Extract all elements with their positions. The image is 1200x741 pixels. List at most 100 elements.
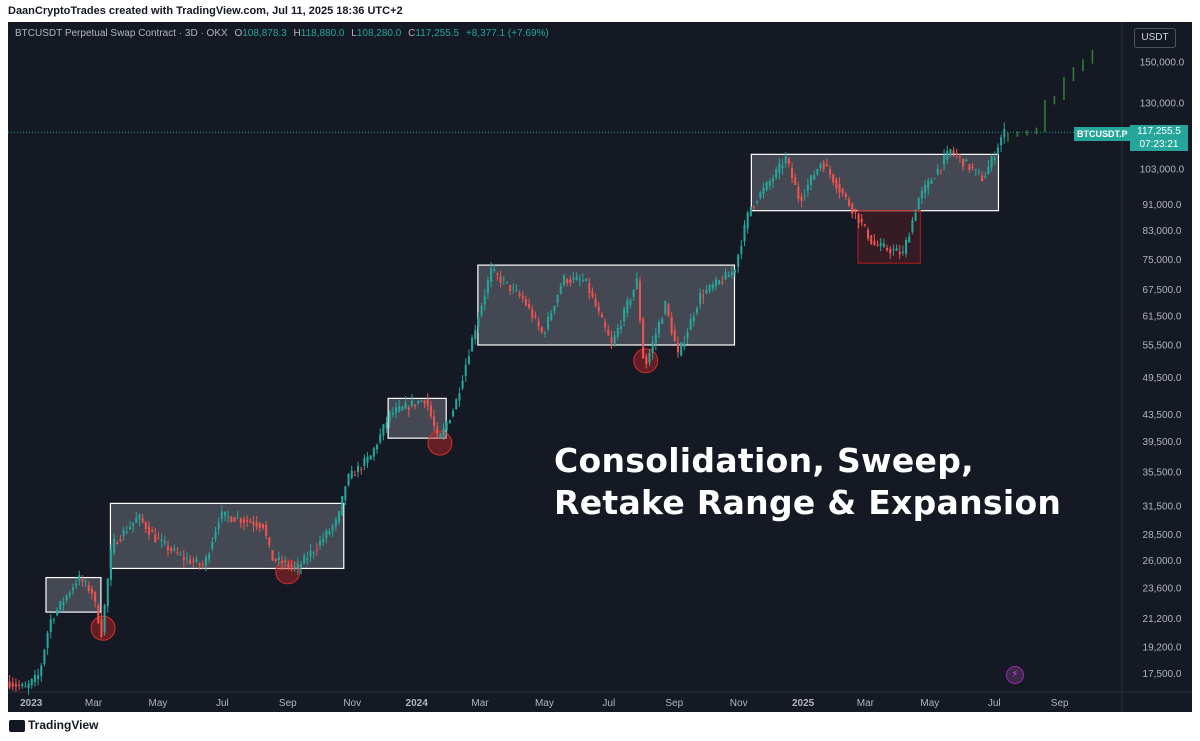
candle-body-44 bbox=[144, 522, 147, 530]
candle-body-183 bbox=[585, 278, 588, 281]
candle-body-264 bbox=[841, 189, 844, 194]
candle-body-78 bbox=[252, 521, 255, 526]
candle-body-284 bbox=[905, 239, 908, 254]
price-tick-label: 130,000.0 bbox=[1140, 98, 1185, 109]
candle-body-28 bbox=[94, 591, 97, 602]
candle-body-122 bbox=[391, 412, 394, 415]
price-tick-label: 26,000.0 bbox=[1143, 556, 1182, 567]
candle-body-95 bbox=[306, 558, 309, 561]
candle-body-249 bbox=[794, 177, 797, 186]
candle-body-147 bbox=[471, 337, 474, 352]
candle-body-252 bbox=[803, 195, 806, 197]
candle-body-67 bbox=[217, 522, 220, 529]
chart-plot[interactable]: 150,000.0 130,000.0 103,000.0 91,000.0 83,00… bbox=[8, 22, 1192, 712]
bolt-icon[interactable]: ⚡ bbox=[1006, 666, 1024, 684]
candle-body-53 bbox=[173, 548, 176, 550]
candle-body-32 bbox=[106, 578, 109, 607]
candle-body-224 bbox=[714, 279, 718, 287]
candle-body-42 bbox=[138, 514, 141, 520]
candle-body-106 bbox=[341, 495, 344, 516]
candle-body-244 bbox=[778, 163, 781, 173]
candle-body-232 bbox=[740, 246, 743, 255]
candle-body-207 bbox=[661, 318, 664, 324]
candle-body-39 bbox=[128, 527, 131, 530]
candle-body-46 bbox=[151, 530, 154, 533]
low-value: 108,280.0 bbox=[356, 28, 402, 39]
candle-body-245 bbox=[781, 165, 784, 168]
candle-body-81 bbox=[261, 523, 265, 529]
candle-body-66 bbox=[214, 531, 217, 540]
candle-body-231 bbox=[737, 254, 740, 267]
candle-body-142 bbox=[455, 399, 458, 410]
candle-body-132 bbox=[423, 400, 426, 404]
candle-body-109 bbox=[350, 470, 353, 479]
candle-body-125 bbox=[401, 406, 404, 411]
candle-body-173 bbox=[553, 306, 556, 312]
candle-body-96 bbox=[309, 550, 312, 557]
candle-body-170 bbox=[543, 332, 546, 334]
candle-body-112 bbox=[360, 468, 363, 470]
candle-body-43 bbox=[141, 518, 144, 522]
candle-body-197 bbox=[629, 300, 632, 306]
candle-body-265 bbox=[844, 194, 847, 197]
currency-button[interactable]: USDT bbox=[1134, 28, 1176, 48]
candle-body-154 bbox=[493, 269, 496, 271]
candle-body-187 bbox=[597, 306, 600, 312]
candle-body-168 bbox=[537, 321, 540, 327]
price-tick-label: 75,000.0 bbox=[1143, 255, 1182, 266]
candle-body-110 bbox=[353, 475, 356, 477]
price-tick-label: 21,200.0 bbox=[1143, 614, 1182, 625]
candle-body-285 bbox=[908, 236, 911, 243]
candle-body-184 bbox=[588, 283, 591, 294]
range-box-4 bbox=[477, 264, 736, 346]
candle-body-213 bbox=[680, 342, 683, 356]
candle-body-71 bbox=[230, 516, 233, 522]
candle-body-191 bbox=[610, 337, 613, 343]
candle-body-312 bbox=[993, 157, 996, 161]
price-tick-label: 28,500.0 bbox=[1143, 530, 1182, 541]
price-tick-label: 35,500.0 bbox=[1143, 468, 1182, 479]
ohlc-legend: BTCUSDT Perpetual Swap Contract · 3D · O… bbox=[15, 28, 549, 39]
close-value: 117,255.5 bbox=[415, 28, 460, 39]
candle-body-254 bbox=[810, 175, 813, 185]
price-chart[interactable]: 150,000.0 130,000.0 103,000.0 91,000.0 83,00… bbox=[8, 22, 1192, 712]
candle-body-222 bbox=[708, 284, 711, 292]
candle-body-21 bbox=[71, 587, 74, 591]
candle-body-209 bbox=[667, 304, 670, 316]
candle-body-304 bbox=[968, 164, 971, 170]
candle-body-167 bbox=[534, 315, 537, 318]
candle-body-190 bbox=[607, 329, 610, 336]
candle-body-65 bbox=[211, 542, 214, 550]
candle-body-33 bbox=[109, 549, 112, 580]
candle-body-200 bbox=[638, 281, 642, 321]
candle-body-281 bbox=[895, 248, 898, 251]
candle-body-150 bbox=[480, 306, 483, 316]
candle-body-259 bbox=[825, 164, 828, 167]
candle-body-203 bbox=[648, 352, 651, 363]
candle-body-83 bbox=[268, 537, 271, 546]
change-value: +8,377.1 (+7.69%) bbox=[465, 28, 549, 39]
annotation-line-2: Retake Range & Expansion bbox=[554, 483, 1062, 522]
candle-body-114 bbox=[366, 456, 369, 463]
candle-body-56 bbox=[182, 556, 185, 561]
candle-body-211 bbox=[673, 329, 676, 342]
candle-body-277 bbox=[882, 243, 885, 247]
time-tick-label: 2023 bbox=[20, 698, 43, 709]
candle-body-3 bbox=[14, 683, 17, 687]
sweep-circle-2 bbox=[275, 559, 301, 585]
candle-body-165 bbox=[528, 303, 531, 308]
candle-body-256 bbox=[816, 169, 819, 174]
candle-body-220 bbox=[702, 295, 705, 297]
candle-body-208 bbox=[664, 301, 667, 315]
candle-body-49 bbox=[160, 539, 163, 542]
candle-body-262 bbox=[835, 179, 838, 189]
candle-body-171 bbox=[547, 316, 550, 330]
candle-body-228 bbox=[727, 275, 730, 278]
candle-body-138 bbox=[442, 427, 445, 438]
candle-body-290 bbox=[924, 185, 927, 194]
candle-body-303 bbox=[965, 159, 968, 162]
candle-body-8 bbox=[30, 679, 33, 686]
candle-body-15 bbox=[52, 619, 55, 621]
candle-body-87 bbox=[280, 561, 284, 564]
candle-body-86 bbox=[277, 557, 280, 561]
